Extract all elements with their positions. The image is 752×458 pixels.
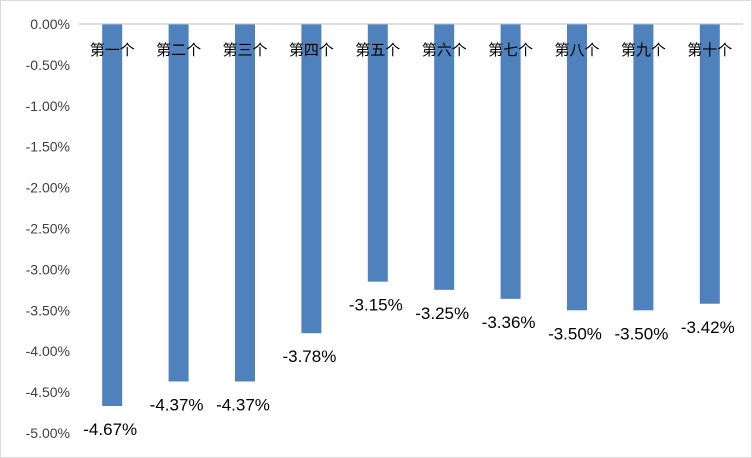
bar-9 bbox=[633, 24, 654, 311]
category-label: 第一个 bbox=[90, 41, 135, 59]
data-label: -4.37% bbox=[150, 395, 204, 414]
category-label: 第三个 bbox=[222, 41, 267, 59]
bar-4 bbox=[301, 24, 322, 334]
y-tick-label: -1.00% bbox=[26, 98, 70, 114]
data-label: -4.67% bbox=[83, 420, 137, 439]
category-label: 第六个 bbox=[422, 41, 467, 59]
y-tick-label: -0.50% bbox=[26, 57, 70, 73]
bar-8 bbox=[567, 24, 587, 311]
data-label: -3.50% bbox=[548, 324, 602, 343]
category-label: 第七个 bbox=[488, 41, 533, 59]
y-tick-labels: 0.00% -0.50% -1.00% -1.50% -2.00% -2.50% -3.00… bbox=[26, 16, 70, 441]
y-tick-label: -2.00% bbox=[26, 180, 70, 196]
data-label: -3.50% bbox=[614, 324, 668, 343]
bar-5 bbox=[367, 24, 388, 282]
y-tick-label: -3.00% bbox=[26, 261, 70, 277]
y-tick-label: -2.50% bbox=[26, 221, 70, 237]
category-label: 第九个 bbox=[621, 41, 666, 59]
data-label: -3.78% bbox=[282, 347, 336, 366]
bar-7 bbox=[500, 24, 521, 299]
data-label: -3.25% bbox=[415, 304, 469, 323]
y-tick-label: 0.00% bbox=[30, 16, 70, 32]
bar-1 bbox=[102, 24, 123, 407]
bar-6 bbox=[434, 24, 455, 290]
y-tick-label: -1.50% bbox=[26, 139, 70, 155]
y-tick-label: -3.50% bbox=[26, 302, 70, 318]
y-tick-label: -5.00% bbox=[26, 425, 70, 441]
data-label: -3.15% bbox=[349, 296, 403, 315]
y-tick-label: -4.00% bbox=[26, 343, 70, 359]
data-labels: -4.67% -4.37% -4.37% -3.78% -3.15% -3.25% -3.3… bbox=[83, 296, 734, 439]
category-label: 第五个 bbox=[355, 41, 400, 59]
bars-layer bbox=[102, 24, 720, 407]
y-tick-label: -4.50% bbox=[26, 384, 70, 400]
bar-3 bbox=[235, 24, 255, 382]
data-label: -4.37% bbox=[216, 395, 270, 414]
data-label: -3.42% bbox=[681, 318, 735, 337]
category-label: 第十个 bbox=[687, 41, 732, 59]
bar-2 bbox=[168, 24, 189, 382]
category-labels: 第一个 第二个 第三个 第四个 第五个 第六个 第七个 第八个 第九个 第十个 bbox=[90, 41, 733, 59]
bar-10 bbox=[699, 24, 720, 304]
category-label: 第四个 bbox=[289, 41, 334, 59]
category-label: 第二个 bbox=[156, 41, 201, 59]
category-label: 第八个 bbox=[554, 41, 599, 59]
data-label: -3.36% bbox=[482, 313, 536, 332]
